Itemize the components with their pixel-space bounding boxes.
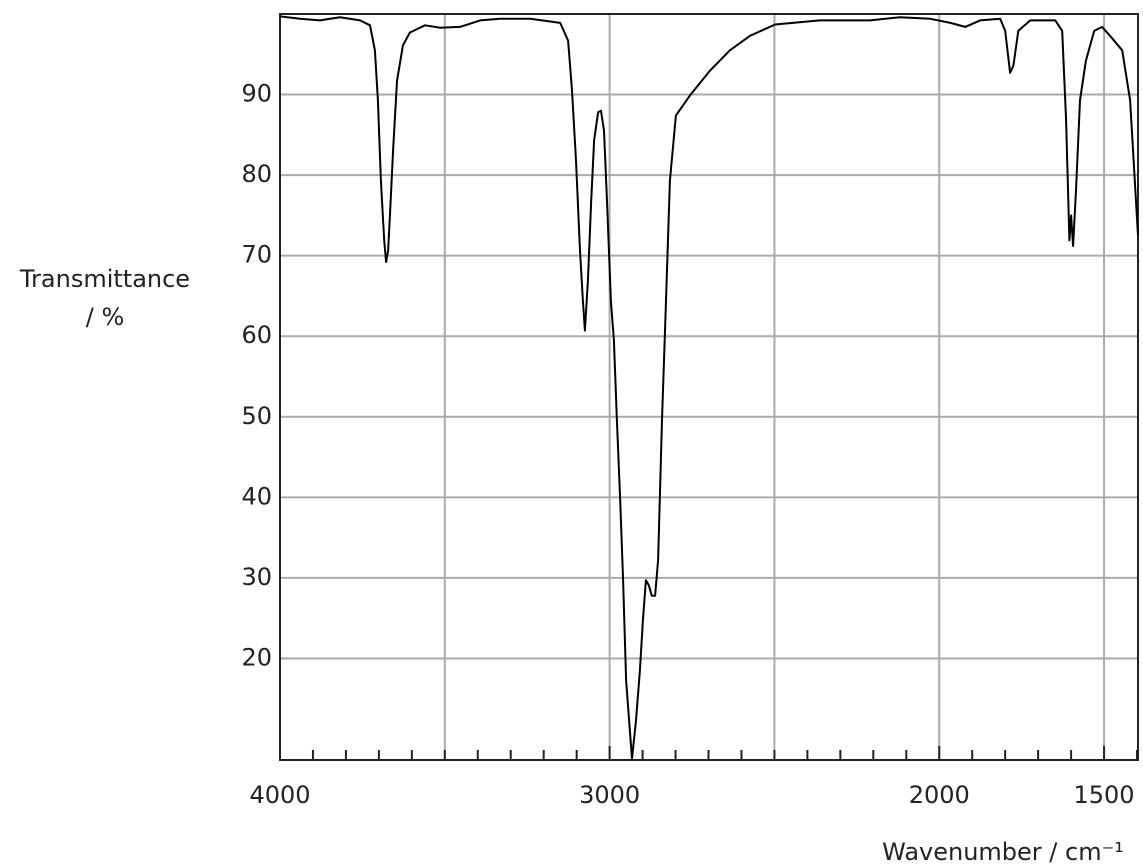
- x-tick-label: 4000: [249, 781, 310, 809]
- x-axis-label: Wavenumber / cm⁻¹: [882, 838, 1124, 866]
- y-tick-label: 70: [241, 241, 272, 269]
- y-tick-label: 40: [241, 482, 272, 510]
- plot-frame: [279, 13, 1139, 761]
- y-tick-label: 60: [241, 321, 272, 349]
- y-axis-label: / %: [86, 303, 125, 331]
- y-tick-label: 50: [241, 402, 272, 430]
- y-tick-label: 20: [241, 643, 272, 671]
- x-tick-label: 2000: [909, 781, 970, 809]
- y-tick-label: 80: [241, 160, 272, 188]
- x-tick-label: 1500: [1074, 781, 1135, 809]
- spectrum-line: [279, 15, 1139, 760]
- y-axis-label: Transmittance: [19, 265, 190, 293]
- x-tick-label: 3000: [579, 781, 640, 809]
- y-tick-label: 30: [241, 563, 272, 591]
- y-tick-label: 90: [241, 80, 272, 108]
